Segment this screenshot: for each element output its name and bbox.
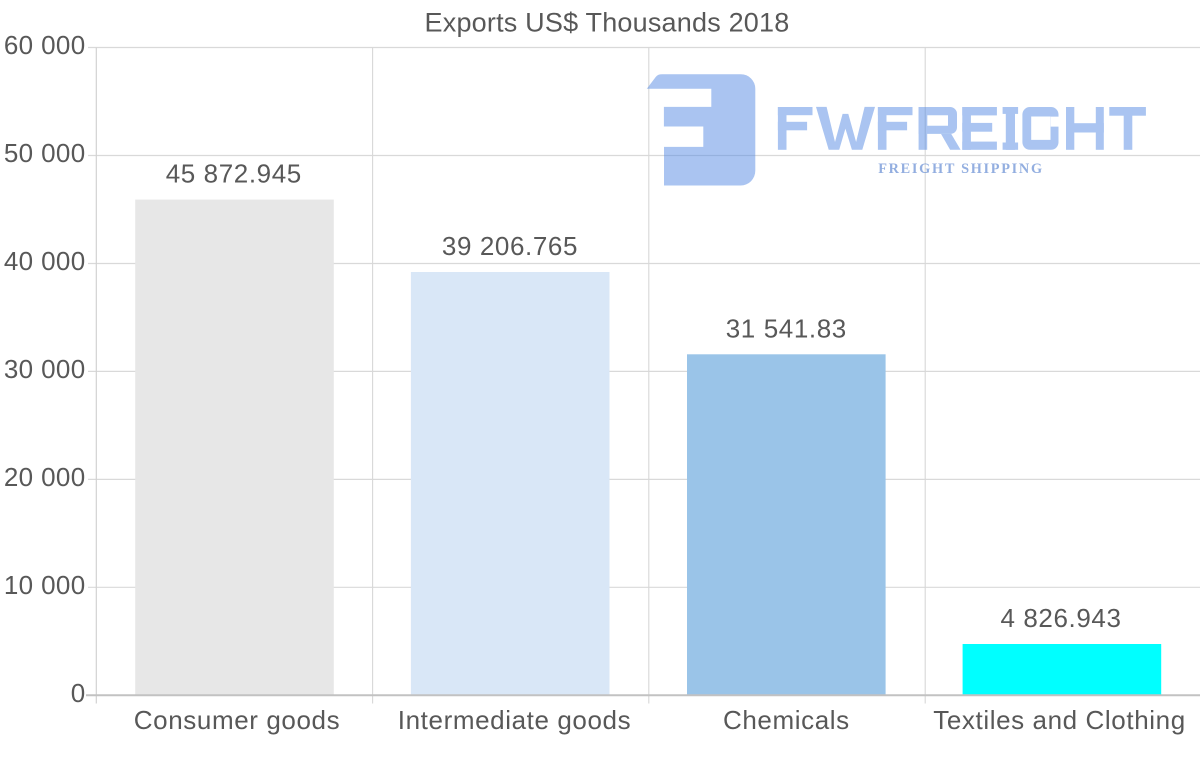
svg-text:0: 0 xyxy=(71,678,86,708)
svg-text:60 000: 60 000 xyxy=(4,30,86,60)
svg-text:4 826.943: 4 826.943 xyxy=(1000,603,1121,633)
svg-text:20 000: 20 000 xyxy=(4,462,86,492)
svg-text:40 000: 40 000 xyxy=(4,246,86,276)
svg-text:39 206.765: 39 206.765 xyxy=(442,231,578,261)
svg-text:50 000: 50 000 xyxy=(4,138,86,168)
svg-text:10 000: 10 000 xyxy=(4,570,86,600)
svg-text:Exports US$ Thousands 2018: Exports US$ Thousands 2018 xyxy=(425,8,790,38)
svg-text:Chemicals: Chemicals xyxy=(723,705,850,735)
svg-text:FREIGHT SHIPPING: FREIGHT SHIPPING xyxy=(878,161,1044,177)
svg-text:30 000: 30 000 xyxy=(4,354,86,384)
svg-text:31 541.83: 31 541.83 xyxy=(726,313,847,343)
svg-text:Intermediate goods: Intermediate goods xyxy=(398,705,631,735)
svg-text:Textiles and Clothing: Textiles and Clothing xyxy=(933,705,1186,735)
svg-text:45 872.945: 45 872.945 xyxy=(166,159,302,189)
svg-text:Consumer goods: Consumer goods xyxy=(134,705,340,735)
